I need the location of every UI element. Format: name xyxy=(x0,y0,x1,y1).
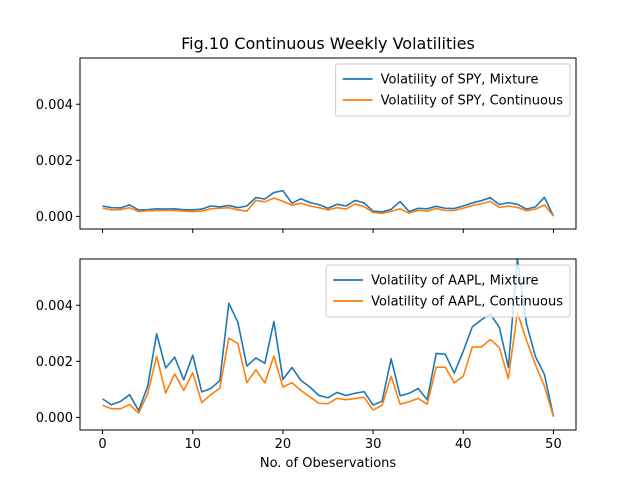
series-line-continuous xyxy=(102,197,555,217)
legend: Volatility of AAPL, Mixture Volatility of… xyxy=(325,264,571,318)
legend-frame xyxy=(325,264,571,318)
x-tick-label: 20 xyxy=(275,437,292,452)
y-tick-label: 0.000 xyxy=(36,210,73,225)
legend: Volatility of SPY, Mixture Volatility of … xyxy=(335,63,571,117)
legend-frame xyxy=(335,63,571,117)
y-tick-label: 0.000 xyxy=(36,411,73,426)
legend-entry-label: Volatility of SPY, Continuous xyxy=(381,94,564,109)
legend-entry-label: Volatility of SPY, Mixture xyxy=(381,73,539,88)
panel-spy: 0.000 0.002 0.004 Volatility of SPY, Mixtur… xyxy=(36,57,577,233)
legend-entry-label: Volatility of AAPL, Continuous xyxy=(371,295,563,310)
chart-title: Fig.10 Continuous Weekly Volatilities xyxy=(181,34,475,53)
x-tick-label: 30 xyxy=(365,437,382,452)
x-axis-label: No. of Obeservations xyxy=(260,456,397,471)
x-tick-label: 10 xyxy=(184,437,201,452)
series-line-continuous xyxy=(102,311,555,418)
axes-frame xyxy=(79,57,577,230)
y-tick-label: 0.002 xyxy=(36,355,73,370)
legend-entry-label: Volatility of AAPL, Mixture xyxy=(371,274,538,289)
panel-aapl: 0 10 20 30 40 50 0.000 0.002 0.004 Volatility of … xyxy=(36,258,577,452)
x-tick-label: 50 xyxy=(545,437,562,452)
series-line-mixture xyxy=(102,189,555,217)
y-tick-label: 0.002 xyxy=(36,154,73,169)
axes-frame xyxy=(79,258,577,431)
y-tick-label: 0.004 xyxy=(36,299,73,314)
y-tick-label: 0.004 xyxy=(36,98,73,113)
x-tick-label: 40 xyxy=(455,437,472,452)
series-line-mixture xyxy=(102,258,555,417)
x-tick-label: 0 xyxy=(98,437,106,452)
